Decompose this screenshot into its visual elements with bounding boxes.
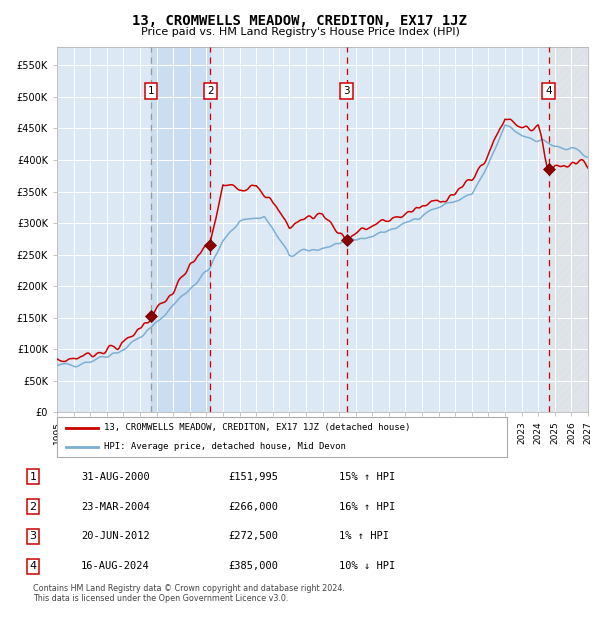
Bar — [548, 46, 588, 412]
Text: 16-AUG-2024: 16-AUG-2024 — [81, 561, 150, 571]
Text: 23-MAR-2004: 23-MAR-2004 — [81, 502, 150, 512]
Text: HPI: Average price, detached house, Mid Devon: HPI: Average price, detached house, Mid … — [104, 442, 346, 451]
Text: 2: 2 — [207, 86, 214, 95]
Text: Price paid vs. HM Land Registry's House Price Index (HPI): Price paid vs. HM Land Registry's House … — [140, 27, 460, 37]
Text: 1% ↑ HPI: 1% ↑ HPI — [339, 531, 389, 541]
Text: £385,000: £385,000 — [228, 561, 278, 571]
Text: £272,500: £272,500 — [228, 531, 278, 541]
Text: 2: 2 — [29, 502, 37, 512]
Text: Contains HM Land Registry data © Crown copyright and database right 2024.
This d: Contains HM Land Registry data © Crown c… — [33, 584, 345, 603]
Text: 3: 3 — [29, 531, 37, 541]
Text: 1: 1 — [148, 86, 154, 95]
Text: 4: 4 — [29, 561, 37, 571]
Text: £266,000: £266,000 — [228, 502, 278, 512]
Text: 31-AUG-2000: 31-AUG-2000 — [81, 472, 150, 482]
Text: 10% ↓ HPI: 10% ↓ HPI — [339, 561, 395, 571]
Text: 13, CROMWELLS MEADOW, CREDITON, EX17 1JZ: 13, CROMWELLS MEADOW, CREDITON, EX17 1JZ — [133, 14, 467, 28]
Text: 15% ↑ HPI: 15% ↑ HPI — [339, 472, 395, 482]
Text: 3: 3 — [343, 86, 350, 95]
Text: 13, CROMWELLS MEADOW, CREDITON, EX17 1JZ (detached house): 13, CROMWELLS MEADOW, CREDITON, EX17 1JZ… — [104, 423, 410, 432]
Text: £151,995: £151,995 — [228, 472, 278, 482]
Text: 20-JUN-2012: 20-JUN-2012 — [81, 531, 150, 541]
Text: 4: 4 — [545, 86, 552, 95]
Text: 16% ↑ HPI: 16% ↑ HPI — [339, 502, 395, 512]
Text: 1: 1 — [29, 472, 37, 482]
Bar — [151, 46, 210, 412]
